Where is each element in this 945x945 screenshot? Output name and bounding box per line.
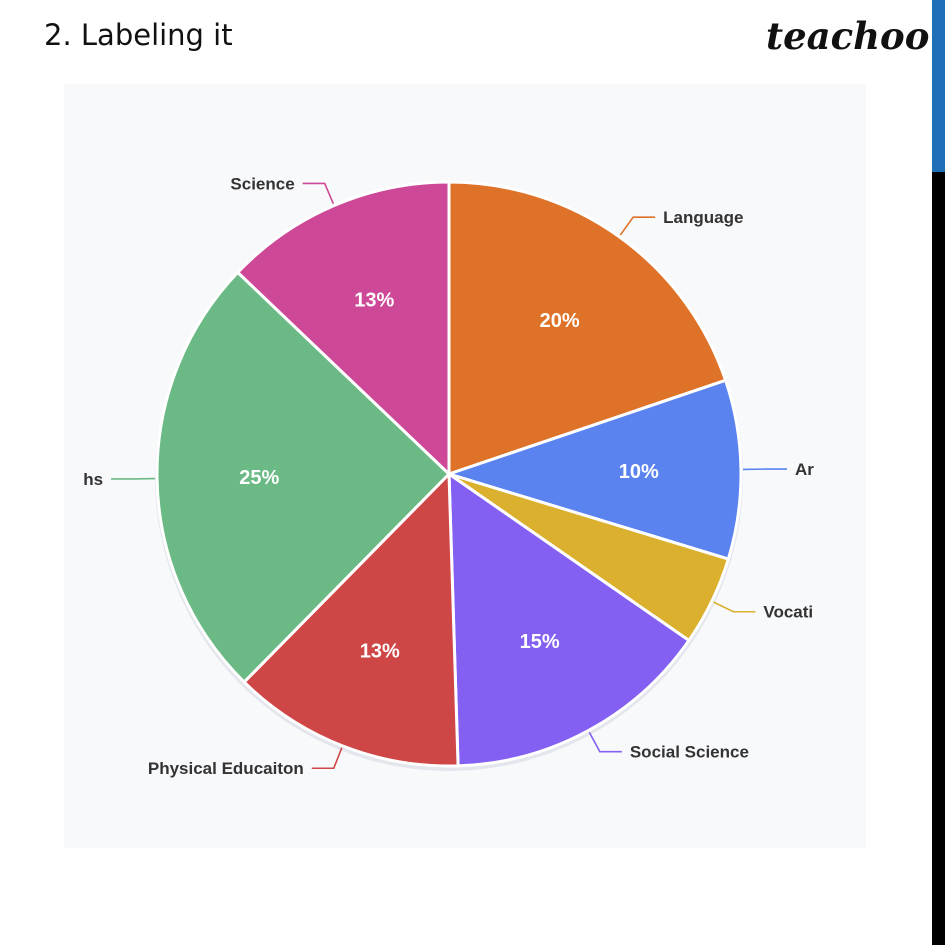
slice-percent-label: 10% xyxy=(619,461,659,483)
slide-title: 2. Labeling it xyxy=(44,18,233,52)
category-label: hs xyxy=(83,470,103,489)
pie-slice xyxy=(242,472,460,768)
category-label: Physical Educaiton xyxy=(148,759,304,778)
slice-percent-label: 25% xyxy=(239,467,279,489)
teachoo-logo: teachoo xyxy=(766,14,930,58)
chart-panel: 20% Language 10% Ar Vocati 15% Social Science 1… xyxy=(64,84,866,848)
category-label: Language xyxy=(663,208,743,227)
pie-slice xyxy=(447,472,691,768)
pie-slice xyxy=(447,180,728,476)
leader-line xyxy=(311,747,343,770)
slice-percent-label: 13% xyxy=(354,290,394,312)
slice-percent-label: 15% xyxy=(520,631,560,653)
leader-line xyxy=(302,182,335,205)
category-label: Science xyxy=(230,174,294,193)
slice-percent-label: 13% xyxy=(360,641,400,663)
leader-line xyxy=(619,216,656,236)
pie-slice xyxy=(447,378,743,561)
category-label: Vocati xyxy=(763,603,813,622)
slice-percent-label: 20% xyxy=(540,310,580,332)
category-label: Ar xyxy=(795,460,814,479)
leader-line xyxy=(588,731,622,753)
pie-slice xyxy=(155,270,451,684)
category-label: Social Science xyxy=(630,743,749,762)
pie-chart: 20% Language 10% Ar Vocati 15% Social Science 1… xyxy=(83,174,814,778)
side-bar-accent xyxy=(932,0,945,172)
pie-slice xyxy=(236,180,451,476)
leader-line xyxy=(713,601,756,613)
side-bar xyxy=(932,0,945,945)
